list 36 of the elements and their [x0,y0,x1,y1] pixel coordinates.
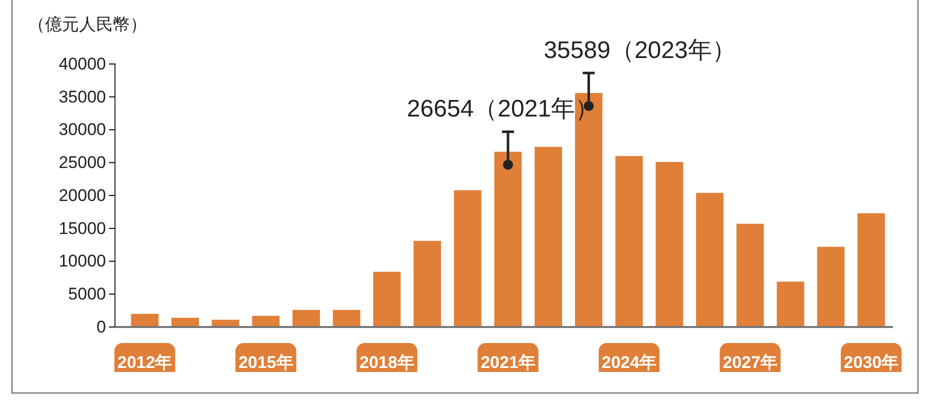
y-tick-label: 25000 [58,153,106,172]
y-tick-label: 0 [96,317,106,336]
bar [696,192,724,327]
y-tick-label: 40000 [58,54,106,74]
y-axis-title: （億元人民幣） [28,15,147,34]
bar [574,93,602,327]
x-tick-label: 2024年 [602,353,656,372]
x-tick-label: 2027年 [722,353,778,372]
bar [292,310,320,327]
bar [252,316,280,327]
y-tick-label: 35000 [58,87,106,106]
bar [656,162,684,327]
x-tick-label: 2018年 [360,353,414,372]
bar [857,213,885,327]
x-tick-label: 2021年 [480,353,536,372]
bar [736,224,764,327]
x-tick-label: 2012年 [117,353,172,372]
bar [131,314,159,327]
y-tick-label: 20000 [58,186,106,205]
x-tick-label: 2030年 [844,353,899,372]
bar [414,240,442,327]
y-tick-label: 10000 [58,252,106,271]
bar [373,272,401,327]
bar [615,156,643,327]
bar [494,152,522,327]
data-label: 35589（2023年） [544,37,736,64]
data-label: 26654（2021年） [406,96,600,123]
bar [817,246,845,327]
y-tick-label: 30000 [58,120,106,140]
y-tick-label: 5000 [68,284,106,304]
x-tick-label: 2015年 [238,353,294,372]
y-tick-label: 15000 [58,218,106,238]
bar [454,190,482,327]
bar [776,282,804,327]
bar [534,146,562,327]
bar [332,310,360,327]
